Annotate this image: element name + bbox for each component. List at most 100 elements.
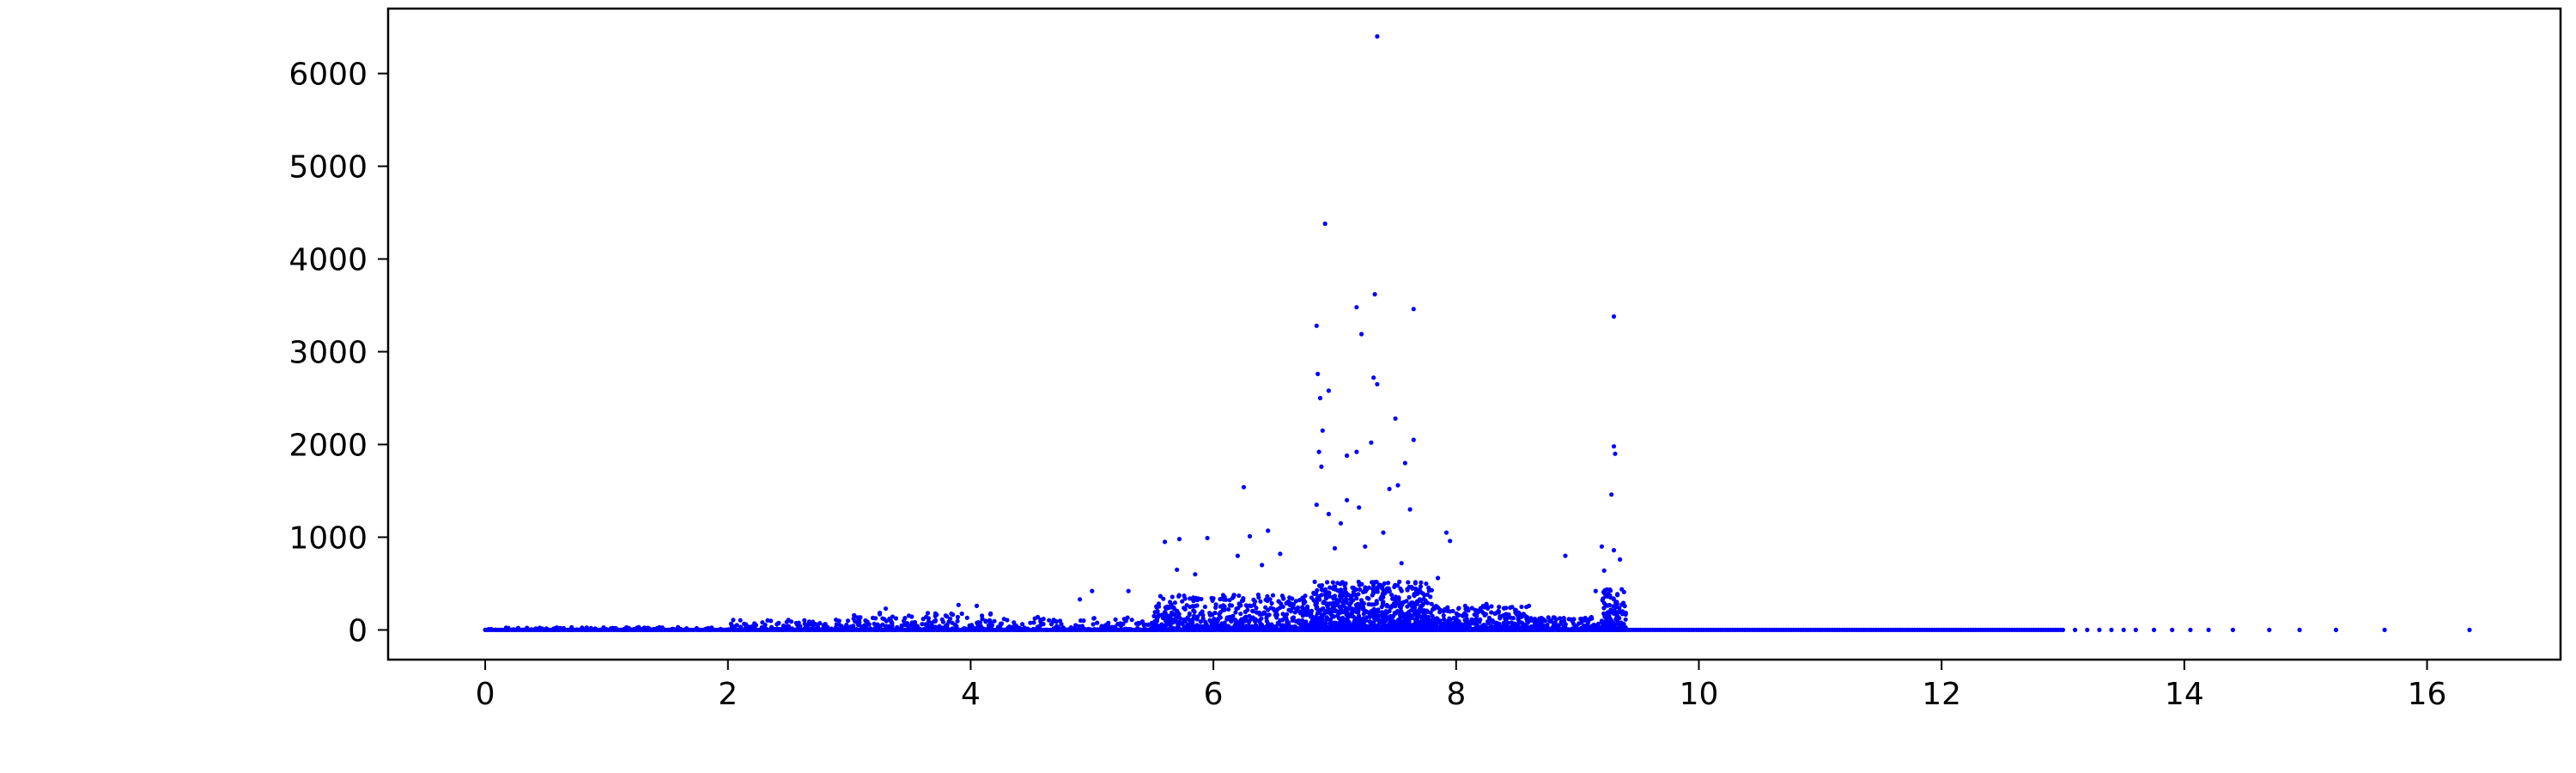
data-point xyxy=(823,622,828,627)
data-point xyxy=(1443,530,1449,535)
data-points xyxy=(483,33,2472,633)
data-point xyxy=(1393,416,1398,421)
data-point xyxy=(901,627,906,632)
data-point xyxy=(1382,621,1387,626)
x-tick-label: 0 xyxy=(476,677,495,712)
data-point xyxy=(1229,618,1234,624)
data-point xyxy=(1440,624,1445,629)
data-point xyxy=(1320,428,1325,433)
data-point xyxy=(1311,591,1317,597)
data-point xyxy=(1168,623,1173,628)
data-point xyxy=(1191,627,1196,632)
data-point xyxy=(1584,625,1589,631)
data-point xyxy=(1173,612,1178,618)
data-point xyxy=(1440,627,1445,633)
data-point xyxy=(1269,622,1274,627)
data-point xyxy=(1430,613,1435,618)
data-point xyxy=(1509,627,1514,632)
data-point xyxy=(961,626,966,632)
data-point xyxy=(1489,604,1494,609)
data-point xyxy=(1396,624,1402,629)
data-point xyxy=(1388,626,1393,631)
data-point xyxy=(1496,610,1501,615)
data-point xyxy=(839,624,844,629)
data-point xyxy=(925,611,931,616)
data-point xyxy=(728,621,734,626)
data-point xyxy=(1314,502,1319,508)
data-point xyxy=(1365,610,1370,615)
data-point xyxy=(1020,622,1025,627)
data-point xyxy=(1488,627,1493,633)
data-point xyxy=(1326,388,1331,393)
data-point xyxy=(1528,616,1534,621)
data-point xyxy=(1191,595,1196,601)
data-point xyxy=(628,627,633,632)
data-point xyxy=(1588,624,1593,630)
data-point xyxy=(1400,602,1405,607)
data-point xyxy=(1556,627,1561,633)
data-point xyxy=(1251,597,1256,603)
data-point xyxy=(926,616,931,621)
data-point xyxy=(786,618,791,623)
data-point xyxy=(1207,618,1212,623)
data-point xyxy=(808,627,813,632)
data-point xyxy=(1374,580,1379,585)
data-point xyxy=(1154,605,1159,610)
data-point xyxy=(1031,620,1036,625)
data-point xyxy=(1349,612,1354,618)
data-point xyxy=(1381,611,1386,616)
data-point xyxy=(1212,610,1218,616)
data-point xyxy=(1376,627,1382,632)
data-point xyxy=(851,616,856,621)
data-point xyxy=(709,625,714,630)
data-point xyxy=(1300,618,1305,623)
data-point xyxy=(734,627,739,633)
data-point xyxy=(1375,381,1380,386)
data-point xyxy=(987,618,992,624)
data-point xyxy=(1578,620,1584,625)
data-point xyxy=(769,627,775,632)
data-point xyxy=(779,627,784,632)
data-point xyxy=(1054,627,1060,633)
data-point xyxy=(950,626,955,631)
data-point xyxy=(1221,624,1226,629)
data-point xyxy=(1334,608,1339,613)
data-point xyxy=(2267,627,2272,633)
data-point xyxy=(1196,596,1201,601)
data-point xyxy=(1330,580,1335,585)
data-point xyxy=(1247,533,1253,539)
data-point xyxy=(1170,618,1176,624)
data-point xyxy=(1341,599,1346,604)
data-point xyxy=(1615,593,1620,598)
data-point xyxy=(1263,627,1268,633)
x-tick-label: 14 xyxy=(2165,677,2204,712)
data-point xyxy=(933,611,938,616)
data-point xyxy=(1354,449,1359,454)
data-point xyxy=(1285,618,1290,624)
data-point xyxy=(1296,608,1301,613)
data-point xyxy=(1258,599,1263,604)
data-point xyxy=(1001,617,1006,622)
data-point xyxy=(1394,600,1400,606)
data-point xyxy=(917,626,922,631)
data-point xyxy=(1090,588,1095,593)
data-point xyxy=(1175,567,1180,572)
data-point xyxy=(1429,601,1434,606)
data-point xyxy=(1255,610,1260,615)
data-point xyxy=(1607,619,1612,624)
data-point xyxy=(1218,597,1223,602)
data-point xyxy=(1454,611,1459,617)
data-point xyxy=(1505,615,1510,620)
data-point xyxy=(1301,609,1306,614)
data-point xyxy=(1537,616,1542,621)
data-point xyxy=(1622,604,1627,609)
data-point xyxy=(904,623,909,628)
data-point xyxy=(1469,617,1474,622)
data-point xyxy=(1268,606,1273,611)
data-point xyxy=(1615,610,1620,615)
data-point xyxy=(1176,626,1182,631)
data-point xyxy=(1028,620,1033,625)
data-point xyxy=(1455,618,1460,624)
y-tick-label: 2000 xyxy=(289,428,368,463)
data-point xyxy=(1492,626,1498,631)
